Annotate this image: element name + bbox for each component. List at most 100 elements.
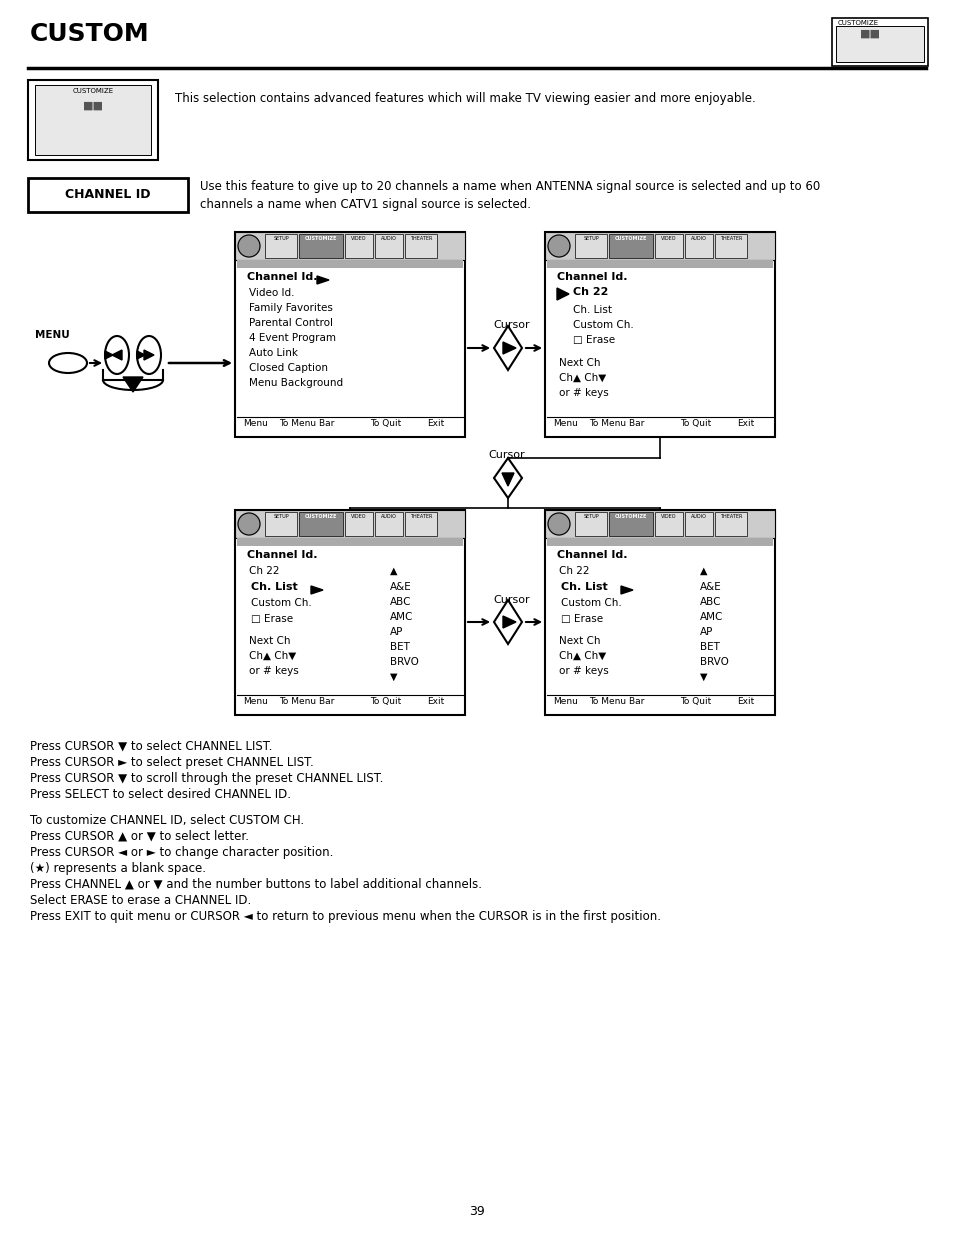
Bar: [831, 19, 927, 65]
Text: Press CURSOR ◄ or ► to change character position.: Press CURSOR ◄ or ► to change character …: [30, 846, 333, 860]
Text: Press EXIT to quit menu or CURSOR ◄ to return to previous menu when the CURSOR i: Press EXIT to quit menu or CURSOR ◄ to r…: [30, 910, 660, 923]
Text: Parental Control: Parental Control: [249, 317, 333, 329]
Text: To Menu Bar: To Menu Bar: [278, 419, 334, 429]
Circle shape: [237, 235, 260, 257]
Bar: [375, 233, 402, 258]
Bar: [265, 233, 296, 258]
Text: AMC: AMC: [700, 613, 722, 622]
Text: ABC: ABC: [390, 597, 411, 606]
Text: This selection contains advanced features which will make TV viewing easier and : This selection contains advanced feature…: [174, 91, 755, 105]
Bar: [405, 513, 436, 536]
Text: Ch. List: Ch. List: [251, 582, 297, 592]
Text: VIDEO: VIDEO: [660, 514, 676, 519]
Bar: [655, 513, 682, 536]
Text: CUSTOMIZE: CUSTOMIZE: [614, 236, 646, 241]
Text: Ch 22: Ch 22: [249, 566, 279, 576]
Polygon shape: [620, 585, 633, 594]
Polygon shape: [311, 585, 323, 594]
Text: Channel Id.: Channel Id.: [557, 272, 627, 282]
Text: CUSTOMIZE: CUSTOMIZE: [305, 514, 336, 519]
Bar: [546, 261, 772, 268]
Text: BRVO: BRVO: [700, 657, 728, 667]
Text: MENU: MENU: [35, 330, 70, 340]
Bar: [35, 85, 151, 156]
Text: To customize CHANNEL ID, select CUSTOM CH.: To customize CHANNEL ID, select CUSTOM C…: [30, 814, 304, 827]
Text: Closed Caption: Closed Caption: [249, 363, 328, 373]
Text: Family Favorites: Family Favorites: [249, 303, 333, 312]
Bar: [608, 513, 652, 536]
Text: Ch▲ Ch▼: Ch▲ Ch▼: [249, 651, 296, 661]
Text: Ch▲ Ch▼: Ch▲ Ch▼: [558, 651, 605, 661]
Text: Menu: Menu: [243, 419, 268, 429]
Text: To Menu Bar: To Menu Bar: [588, 419, 643, 429]
Bar: [684, 233, 712, 258]
Text: Press CURSOR ► to select preset CHANNEL LIST.: Press CURSOR ► to select preset CHANNEL …: [30, 756, 314, 769]
Bar: [234, 510, 464, 538]
Text: ▼: ▼: [390, 672, 397, 682]
Text: 39: 39: [469, 1205, 484, 1218]
Text: Ch. List: Ch. List: [560, 582, 607, 592]
Text: Exit: Exit: [427, 419, 444, 429]
Text: Next Ch: Next Ch: [558, 636, 599, 646]
Circle shape: [237, 513, 260, 535]
Text: Channel Id.: Channel Id.: [247, 272, 317, 282]
Text: To Quit: To Quit: [679, 697, 711, 706]
Text: Video Id.: Video Id.: [249, 288, 294, 298]
Text: Next Ch: Next Ch: [558, 358, 599, 368]
Polygon shape: [501, 473, 514, 487]
Text: Menu: Menu: [243, 697, 268, 706]
Text: Press CHANNEL ▲ or ▼ and the number buttons to label additional channels.: Press CHANNEL ▲ or ▼ and the number butt…: [30, 878, 481, 890]
Text: Menu: Menu: [553, 697, 578, 706]
Text: ■■: ■■: [859, 28, 880, 40]
Polygon shape: [123, 377, 143, 391]
Text: Cursor: Cursor: [488, 450, 524, 459]
Bar: [298, 513, 343, 536]
Text: CHANNEL ID: CHANNEL ID: [65, 189, 151, 201]
Polygon shape: [105, 351, 112, 359]
Text: To Quit: To Quit: [679, 419, 711, 429]
Text: AMC: AMC: [390, 613, 413, 622]
Text: Use this feature to give up to 20 channels a name when ANTENNA signal source is : Use this feature to give up to 20 channe…: [200, 180, 820, 193]
Text: Exit: Exit: [427, 697, 444, 706]
Polygon shape: [316, 275, 329, 284]
Text: Next Ch: Next Ch: [249, 636, 291, 646]
Text: SETUP: SETUP: [582, 514, 598, 519]
Circle shape: [547, 513, 569, 535]
Bar: [655, 233, 682, 258]
Text: VIDEO: VIDEO: [660, 236, 676, 241]
Bar: [714, 233, 746, 258]
Text: Press CURSOR ▲ or ▼ to select letter.: Press CURSOR ▲ or ▼ to select letter.: [30, 830, 249, 844]
Polygon shape: [137, 351, 145, 359]
Text: AUDIO: AUDIO: [380, 236, 396, 241]
Text: VIDEO: VIDEO: [351, 236, 366, 241]
Text: AUDIO: AUDIO: [690, 236, 706, 241]
Bar: [544, 232, 774, 437]
Text: Exit: Exit: [737, 697, 754, 706]
Bar: [236, 538, 462, 546]
Bar: [234, 510, 464, 715]
Bar: [345, 513, 373, 536]
Text: Ch 22: Ch 22: [558, 566, 589, 576]
Text: Press SELECT to select desired CHANNEL ID.: Press SELECT to select desired CHANNEL I…: [30, 788, 291, 802]
Text: AUDIO: AUDIO: [690, 514, 706, 519]
Text: VIDEO: VIDEO: [351, 514, 366, 519]
Bar: [28, 80, 158, 161]
Text: channels a name when CATV1 signal source is selected.: channels a name when CATV1 signal source…: [200, 198, 531, 211]
Text: THEATER: THEATER: [410, 514, 432, 519]
Text: BET: BET: [700, 642, 720, 652]
Bar: [608, 233, 652, 258]
Text: Ch 22: Ch 22: [573, 287, 608, 296]
Bar: [375, 513, 402, 536]
Text: AUDIO: AUDIO: [380, 514, 396, 519]
Text: To Quit: To Quit: [370, 419, 401, 429]
Text: Auto Link: Auto Link: [249, 348, 297, 358]
Text: CUSTOMIZE: CUSTOMIZE: [614, 514, 646, 519]
Text: Ch. List: Ch. List: [573, 305, 612, 315]
Text: Channel Id.: Channel Id.: [247, 550, 317, 559]
Text: SETUP: SETUP: [582, 236, 598, 241]
Text: CUSTOMIZE: CUSTOMIZE: [837, 20, 878, 26]
Text: □ Erase: □ Erase: [560, 614, 602, 624]
Bar: [575, 233, 606, 258]
Polygon shape: [502, 342, 516, 354]
Bar: [345, 233, 373, 258]
